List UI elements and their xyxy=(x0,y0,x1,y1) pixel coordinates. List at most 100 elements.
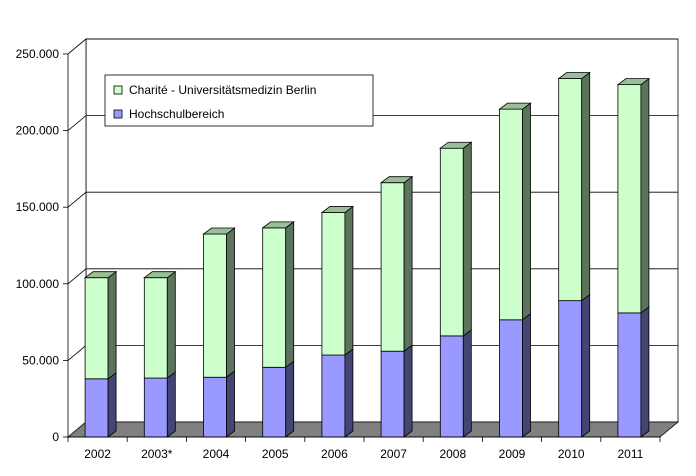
bar-segment xyxy=(557,71,591,302)
y-tick-label: 0 xyxy=(52,430,59,444)
bar-segment xyxy=(84,371,117,438)
bar-front xyxy=(558,300,583,438)
legend-swatch xyxy=(113,109,123,119)
gridline xyxy=(67,115,678,131)
bar-side xyxy=(226,370,235,438)
bar-segment xyxy=(143,371,176,438)
bar-front xyxy=(617,312,642,438)
bar-segment xyxy=(617,306,650,438)
bar-front xyxy=(499,319,523,438)
bar-top xyxy=(616,78,651,86)
y-tick-label: 50.000 xyxy=(22,353,59,367)
bar-top xyxy=(83,271,118,279)
gridline xyxy=(67,268,678,285)
bar-side xyxy=(462,329,472,438)
bar-side xyxy=(107,371,117,438)
bar-segment xyxy=(379,175,414,353)
x-tick-label: 2005 xyxy=(262,447,289,461)
bar-segment xyxy=(616,77,651,314)
bar-side xyxy=(522,313,531,438)
bar-top xyxy=(320,206,355,213)
bar-side xyxy=(640,306,650,438)
bar-front xyxy=(143,277,168,379)
bar-front xyxy=(143,377,168,438)
bar-front xyxy=(84,277,109,380)
bar-segment xyxy=(380,344,413,438)
bar-segment xyxy=(320,205,355,356)
legend-box xyxy=(104,74,374,127)
x-tick-label: 2007 xyxy=(380,447,407,461)
bar-segment xyxy=(261,221,295,369)
y-tick-label: 150.000 xyxy=(16,200,60,214)
bar-top xyxy=(439,141,473,149)
bar-side xyxy=(403,175,413,353)
bar-top xyxy=(202,227,236,235)
x-tick-label: 2009 xyxy=(499,447,526,461)
bar-segment xyxy=(499,313,531,438)
legend-swatch xyxy=(113,85,123,95)
bar-segment xyxy=(439,329,472,438)
bar-side xyxy=(107,270,117,380)
bar-front xyxy=(380,350,405,438)
bar-front xyxy=(439,335,464,438)
x-tick-label: 2008 xyxy=(439,447,466,461)
plot-side-wall xyxy=(67,38,87,438)
bar-segment xyxy=(498,102,532,321)
bar-side xyxy=(226,227,235,379)
bar-top xyxy=(498,102,532,110)
bar-front xyxy=(84,378,109,438)
x-tick-label: 2011 xyxy=(617,447,643,461)
bar-segment xyxy=(202,227,236,379)
bar-top xyxy=(261,221,295,229)
legend-label: Charité - Universitätsmedizin Berlin xyxy=(129,83,316,97)
legend-label: Hochschulbereich xyxy=(129,107,224,121)
bar-side xyxy=(344,348,354,438)
y-axis: 0 50.000 100.000 150.000 200.000 250.000 xyxy=(16,47,68,444)
bar-front xyxy=(558,78,583,302)
bar-front xyxy=(499,108,523,321)
bar-segment xyxy=(262,360,295,438)
bar-segment xyxy=(83,270,118,380)
bar-side xyxy=(462,141,472,337)
bar-side xyxy=(166,270,176,379)
bar-side xyxy=(403,344,413,438)
bar-top xyxy=(143,271,177,279)
legend-item: Hochschulbereich xyxy=(113,107,224,121)
x-tick-label: 2002 xyxy=(84,447,111,461)
gridline xyxy=(67,191,678,208)
bar-top xyxy=(379,176,414,184)
bar-front xyxy=(262,366,287,438)
bar-front xyxy=(439,147,464,337)
x-tick-label: 2006 xyxy=(321,447,348,461)
bar-front xyxy=(262,227,287,368)
legend: Charité - Universitätsmedizin Berlin Hoch… xyxy=(104,74,374,127)
bar-segment xyxy=(558,293,591,438)
legend-item: Charité - Universitätsmedizin Berlin xyxy=(113,83,316,97)
x-tick-label: 2010 xyxy=(558,447,585,461)
bar-front xyxy=(321,354,346,438)
y-tick-label: 250.000 xyxy=(16,47,60,61)
bar-segment xyxy=(203,370,235,438)
x-axis: 2002 2003* 2004 2005 2006 2007 2008 2009 2010 201… xyxy=(67,436,661,461)
bar-segment xyxy=(143,270,177,379)
bar-front xyxy=(203,233,227,378)
bar-side xyxy=(640,77,650,314)
x-tick-label: 2004 xyxy=(203,447,230,461)
bar-front xyxy=(321,212,346,356)
bar-side xyxy=(344,205,354,356)
bar-side xyxy=(166,371,176,438)
bar-side xyxy=(285,360,295,438)
bar-side xyxy=(581,71,591,302)
bar-front xyxy=(203,376,227,438)
bar-side xyxy=(285,221,295,369)
bar-top xyxy=(557,72,591,79)
bar-side xyxy=(522,102,531,321)
x-tick-label: 2003* xyxy=(141,447,173,461)
bar-front xyxy=(380,182,405,352)
y-tick-label: 100.000 xyxy=(16,277,60,291)
gridline xyxy=(67,38,678,55)
bar-segment xyxy=(321,348,354,438)
bar-segment xyxy=(439,141,473,337)
